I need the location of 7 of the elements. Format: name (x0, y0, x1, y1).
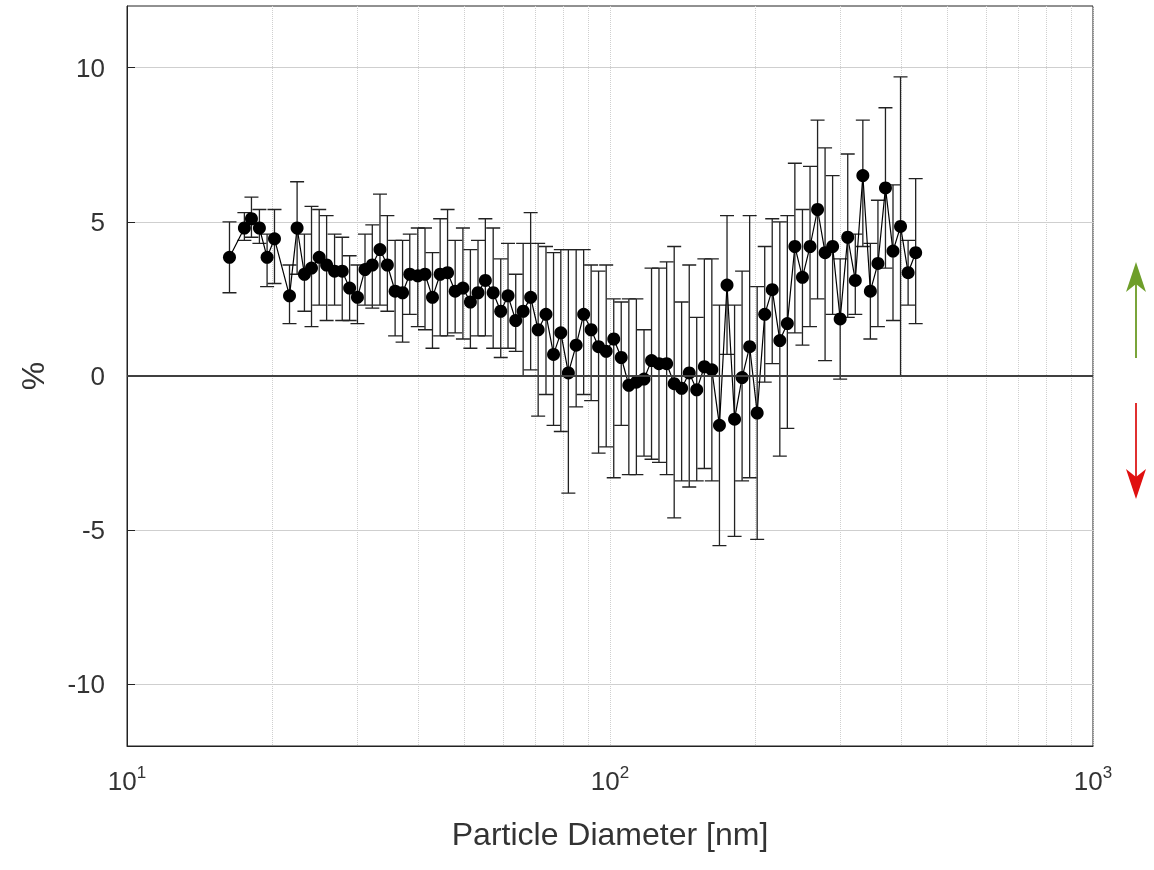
x-axis-title: Particle Diameter [nm] (451, 816, 769, 852)
y-tick-label: 0 (90, 361, 105, 391)
y-tick-label: -10 (67, 669, 105, 700)
y-tick-label: -5 (81, 515, 105, 546)
y-tick-label: 5 (90, 206, 105, 237)
y-axis-title: % (15, 361, 51, 391)
y-tick-label: 10 (76, 52, 105, 83)
